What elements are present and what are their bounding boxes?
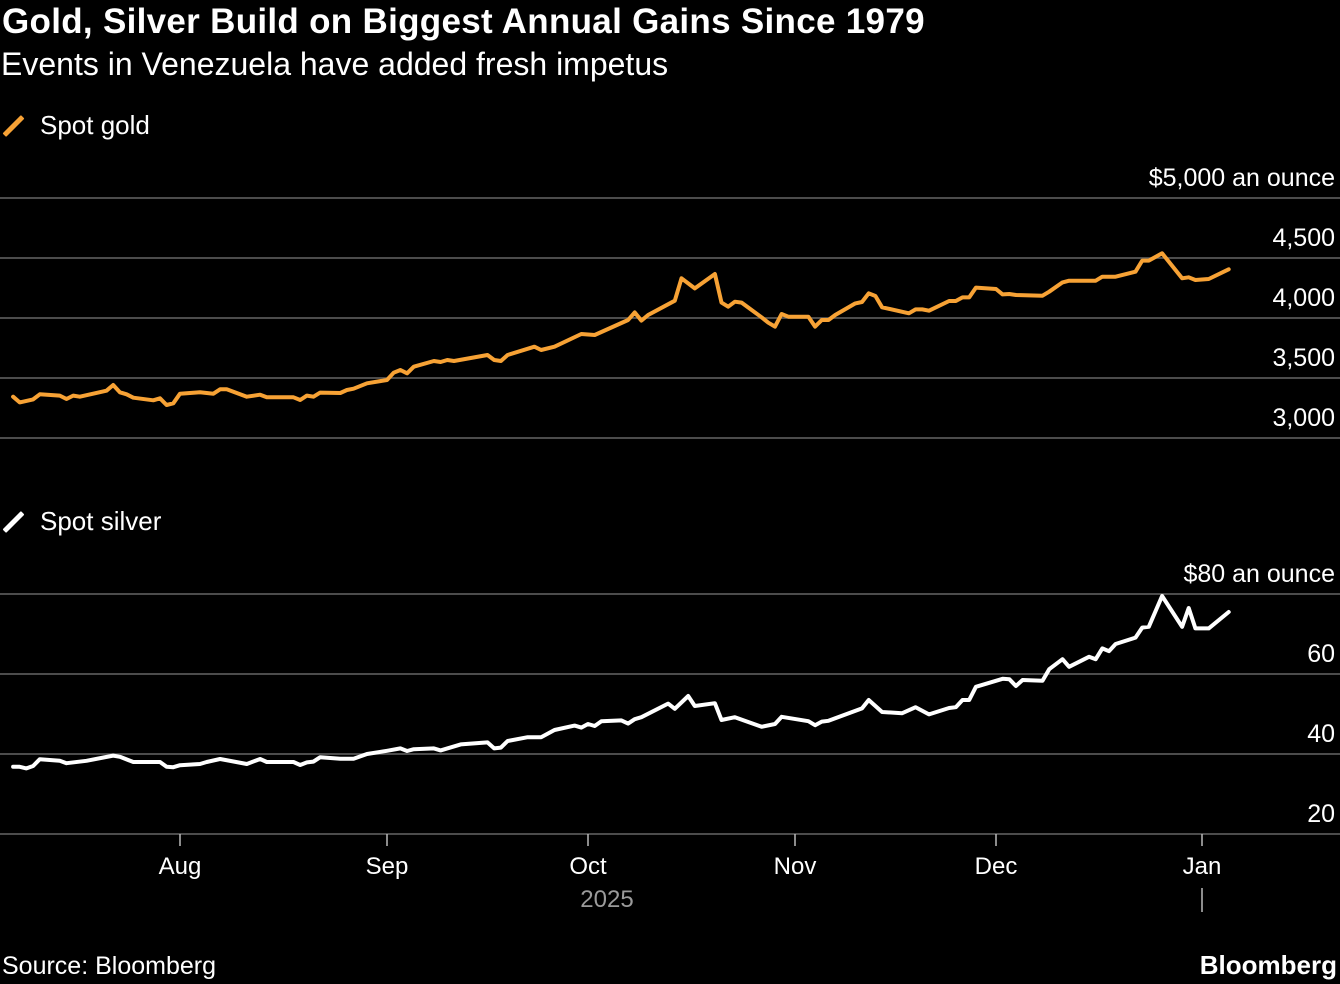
- x-tick-label: Oct: [569, 853, 607, 880]
- y-tick-label: $80 an ounce: [1183, 560, 1335, 588]
- chart-title: Gold, Silver Build on Biggest Annual Gai…: [2, 2, 925, 41]
- year-label: 2025: [580, 886, 633, 913]
- x-tick-label: Sep: [366, 853, 409, 880]
- gold-panel: 3,000 3,500 4,000 4,500 $5,000 an ounce: [0, 164, 1340, 439]
- y-tick-label: 4,000: [1272, 284, 1335, 312]
- x-tick-label: Nov: [774, 853, 817, 880]
- gold-price-line: [11, 251, 1231, 407]
- y-tick-label: 20: [1307, 800, 1335, 828]
- y-tick-label: 4,500: [1272, 224, 1335, 252]
- silver-panel: 20 40 60 $80 an ounce Aug Sep Oct Nov Dec Jan 2025: [0, 560, 1340, 913]
- legend-label: Spot silver: [40, 506, 162, 536]
- chart-subtitle: Events in Venezuela have added fresh imp…: [1, 46, 669, 82]
- legend-spot-gold: Spot gold: [2, 110, 150, 141]
- y-tick-label: 60: [1307, 640, 1335, 668]
- y-tick-label: $5,000 an ounce: [1149, 164, 1335, 192]
- source-note: Source: Bloomberg: [2, 952, 217, 980]
- bloomberg-logo: Bloomberg: [1199, 950, 1337, 980]
- x-tick-label: Aug: [159, 853, 202, 880]
- legend-spot-silver: Spot silver: [2, 506, 161, 537]
- x-tick-label: Dec: [975, 853, 1018, 880]
- y-tick-label: 3,000: [1272, 404, 1335, 432]
- x-tick-label: Jan: [1183, 853, 1222, 880]
- y-tick-label: 3,500: [1272, 344, 1335, 372]
- silver-price-line: [11, 594, 1231, 771]
- legend-label: Spot gold: [40, 110, 150, 140]
- y-tick-label: 40: [1307, 720, 1335, 748]
